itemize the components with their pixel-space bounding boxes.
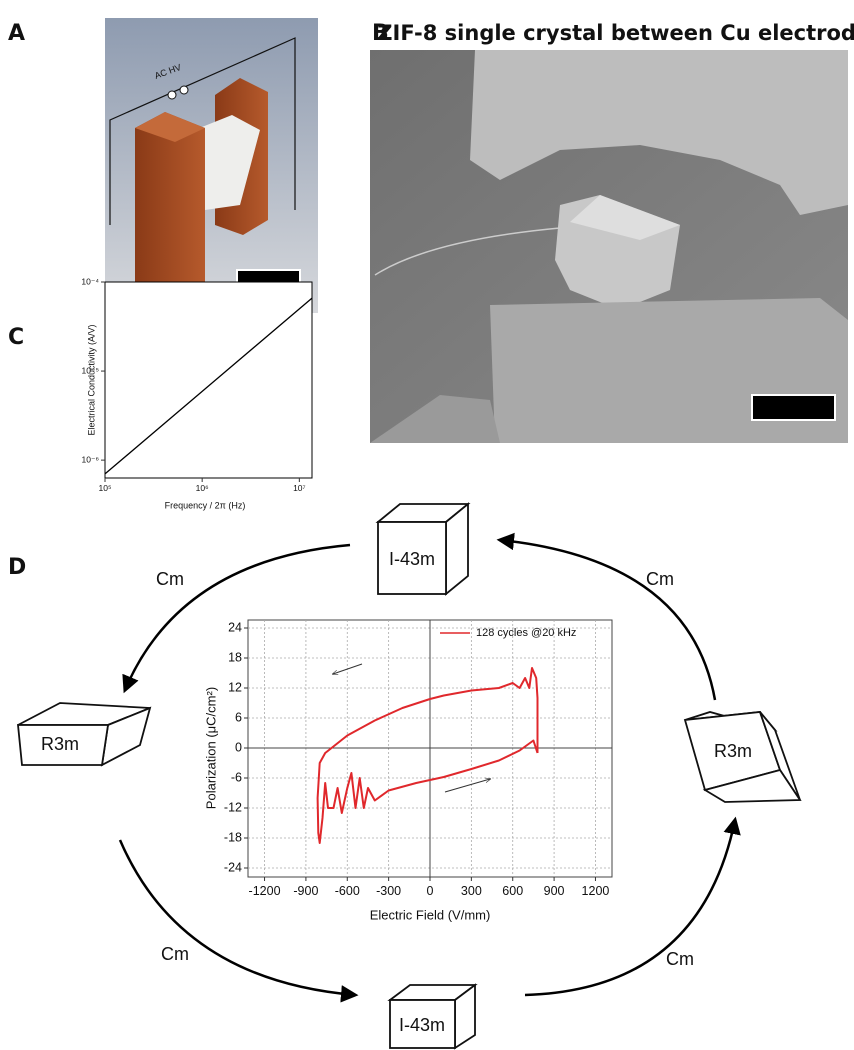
y-tick-label: -18 bbox=[224, 830, 242, 844]
x-tick-label: -300 bbox=[376, 884, 401, 898]
edge-label: Cm bbox=[161, 944, 189, 964]
y-tick-label: -24 bbox=[224, 860, 242, 874]
x-tick-label: 300 bbox=[461, 884, 482, 898]
y-axis-title: Polarization (μC/cm²) bbox=[203, 687, 218, 809]
y-tick-label: 0 bbox=[235, 740, 242, 754]
edge-label: Cm bbox=[666, 949, 694, 969]
x-tick-label: 10⁷ bbox=[293, 483, 306, 493]
x-tick-label: -600 bbox=[335, 884, 360, 898]
x-tick-label: 900 bbox=[544, 884, 565, 898]
y-tick-label: 12 bbox=[228, 680, 242, 694]
edge-label: Cm bbox=[646, 569, 674, 589]
x-tick-label: 0 bbox=[427, 884, 434, 898]
y-tick-label: 18 bbox=[228, 650, 242, 664]
legend-label: 128 cycles @20 kHz bbox=[476, 627, 576, 639]
x-axis-title: Frequency / 2π (Hz) bbox=[165, 500, 246, 510]
y-tick-label: 10⁻⁶ bbox=[82, 454, 99, 464]
x-tick-label: 1200 bbox=[582, 884, 610, 898]
y-axis-title: Electrical Conductivity (A/V) bbox=[86, 324, 96, 435]
sem-image-b bbox=[370, 50, 848, 443]
figure: A B C D AC HV ZIF-8 single crystal betwe… bbox=[0, 0, 854, 1050]
node-label: I-43m bbox=[399, 1015, 445, 1035]
panel-label: D bbox=[8, 555, 26, 580]
y-tick-label: 6 bbox=[235, 710, 242, 724]
y-tick-label: -6 bbox=[231, 770, 242, 784]
y-tick-label: 10⁻⁴ bbox=[81, 276, 99, 286]
node-label: I-43m bbox=[389, 549, 435, 569]
edge-label: Cm bbox=[156, 569, 184, 589]
x-tick-label: 10⁶ bbox=[196, 483, 209, 493]
x-tick-label: 10⁵ bbox=[99, 483, 112, 493]
panel-label: A bbox=[8, 21, 25, 46]
plot-area bbox=[105, 282, 312, 478]
x-tick-label: -900 bbox=[293, 884, 318, 898]
node-label: R3m bbox=[41, 734, 79, 754]
y-tick-label: 24 bbox=[228, 620, 242, 634]
panel-label: C bbox=[8, 325, 24, 350]
panel-title: ZIF-8 single crystal between Cu electrod… bbox=[377, 21, 854, 45]
render-a: AC HV bbox=[105, 18, 318, 315]
node-label: R3m bbox=[714, 741, 752, 761]
x-tick-label: 600 bbox=[502, 884, 523, 898]
x-tick-label: -1200 bbox=[249, 884, 281, 898]
y-tick-label: -12 bbox=[224, 800, 242, 814]
x-axis-title: Electric Field (V/mm) bbox=[370, 907, 491, 922]
